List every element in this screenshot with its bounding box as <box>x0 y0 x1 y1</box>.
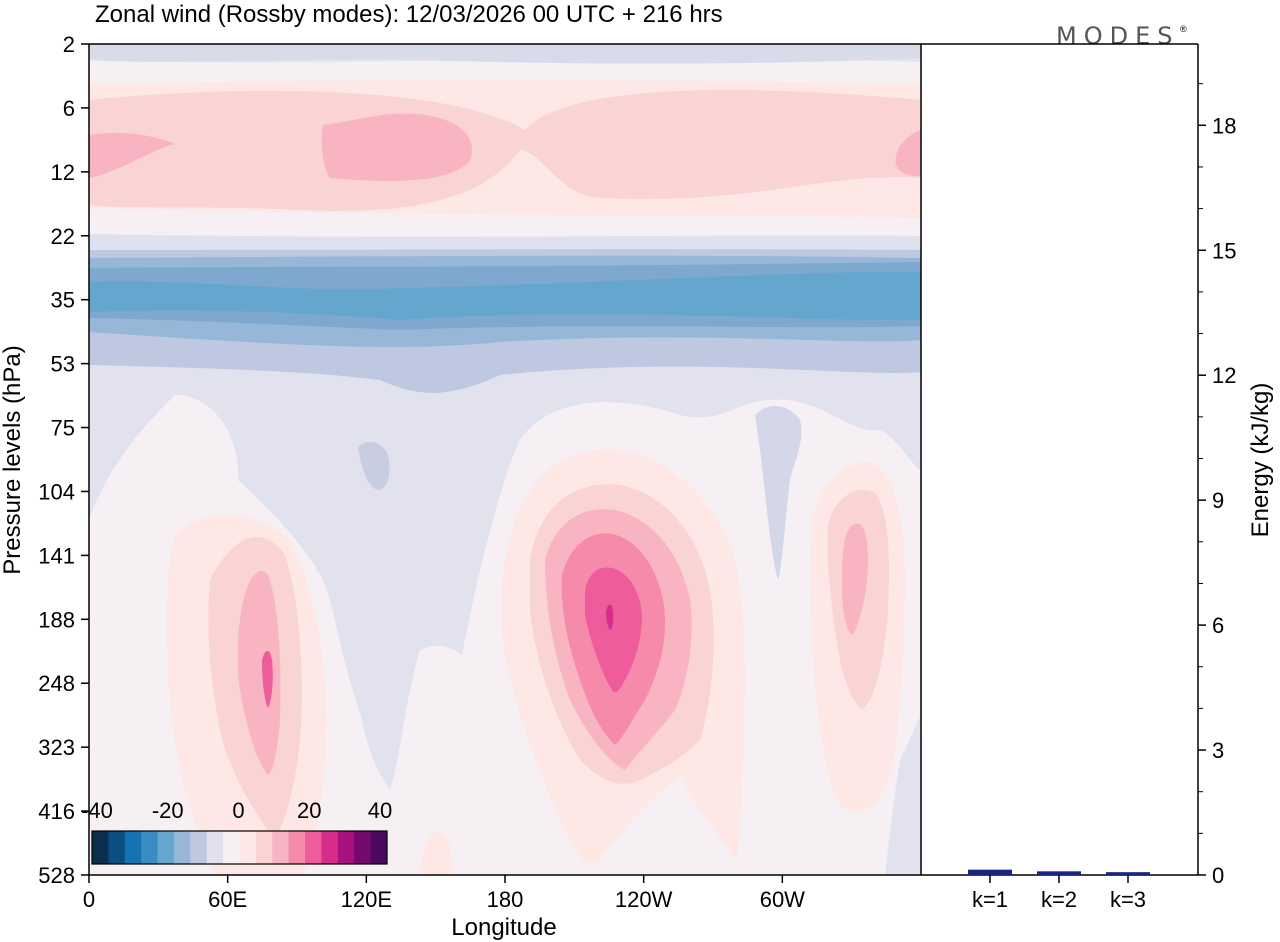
y-tick-label: 75 <box>51 416 75 441</box>
colorbar-swatch <box>190 831 208 864</box>
energy-bar <box>1037 871 1081 875</box>
x-tick-label: 180 <box>487 887 524 912</box>
contour-jet-stratosphere-east <box>895 130 921 176</box>
y-tick-label: 104 <box>38 479 75 504</box>
y-axis-pressure: 2 6 12 22 35 53 75 104 141 188 248 323 416 528 <box>38 32 89 888</box>
colorbar-swatch <box>272 831 290 864</box>
contour-jet-a-core <box>262 651 273 708</box>
energy-bar <box>1106 872 1150 875</box>
colorbar-swatch <box>92 831 109 864</box>
y-tick-label: 53 <box>51 352 75 377</box>
contour-jet-b-core <box>585 567 642 693</box>
contour-band-transition <box>89 208 921 237</box>
y-tick-label: 323 <box>38 735 75 760</box>
colorbar-swatch <box>124 831 142 864</box>
colorbar-swatch <box>288 831 306 864</box>
contour-band-top-easterly <box>89 44 921 64</box>
colorbar: -40 -20 0 20 40 <box>81 798 392 865</box>
energy-tick-label: 9 <box>1212 488 1224 513</box>
y-tick-label: 35 <box>51 288 75 313</box>
colorbar-swatch <box>354 831 372 864</box>
colorbar-swatch <box>255 831 273 864</box>
contour-band-weak-easterly <box>89 234 921 254</box>
x-axis-title: Longitude <box>451 914 556 941</box>
contour-jet-stratosphere <box>321 113 472 181</box>
chart-title: Zonal wind (Rossby modes): 12/03/2026 00… <box>95 1 723 28</box>
y-tick-label: 12 <box>51 160 75 185</box>
wind-field <box>89 44 921 875</box>
contour-weak-easterly-blob-east <box>755 405 802 580</box>
y-tick-label: 22 <box>51 224 75 249</box>
energy-category-label: k=3 <box>1110 887 1146 912</box>
energy-bars: k=1 k=2 k=3 <box>968 869 1150 912</box>
y-tick-label: 416 <box>38 799 75 824</box>
colorbar-swatch <box>337 831 355 864</box>
y-axis-title: Pressure levels (hPa) <box>0 345 26 574</box>
colorbar-swatch <box>305 831 322 864</box>
colorbar-label: 0 <box>232 798 244 823</box>
colorbar-swatch <box>206 831 224 864</box>
contour-lower-tongue <box>420 832 452 875</box>
contour-jet-stratosphere-west <box>89 132 175 178</box>
contour-band-westerly <box>89 90 921 211</box>
modes-logo-mark: ® <box>1180 24 1187 34</box>
colorbar-label: -20 <box>152 798 184 823</box>
contour-easterly-core <box>89 271 921 321</box>
contour-jet-b-max <box>606 604 614 630</box>
contour-east-edge <box>885 715 921 875</box>
energy-bar <box>968 869 1012 875</box>
colorbar-swatch <box>223 831 240 864</box>
colorbar-frame <box>91 830 388 865</box>
colorbar-swatch <box>141 831 159 864</box>
energy-category-label: k=1 <box>972 887 1008 912</box>
energy-tick-label: 6 <box>1212 613 1224 638</box>
colorbar-swatch <box>108 831 126 864</box>
y-tick-label: 6 <box>63 96 75 121</box>
colorbar-label: 20 <box>297 798 321 823</box>
y-tick-label: 2 <box>63 32 75 57</box>
energy-category-label: k=2 <box>1041 887 1077 912</box>
energy-tick-label: 15 <box>1212 238 1236 263</box>
colorbar-swatch <box>370 831 388 864</box>
x-tick-label: 60W <box>760 887 805 912</box>
x-tick-label: 0 <box>83 887 95 912</box>
colorbar-swatch <box>321 831 339 864</box>
x-tick-label: 60E <box>208 887 247 912</box>
contour-jet-a-inner <box>237 570 281 775</box>
contour-weak-easterly-column <box>355 644 408 790</box>
energy-tick-label: 3 <box>1212 738 1224 763</box>
y-tick-label: 141 <box>38 543 75 568</box>
energy-tick-label: 18 <box>1212 113 1236 138</box>
colorbar-swatch <box>239 831 257 864</box>
energy-axis: 0 3 6 9 12 15 18 <box>1198 83 1236 888</box>
colorbar-swatch <box>157 831 175 864</box>
colorbar-label: 40 <box>368 798 392 823</box>
y-tick-label: 248 <box>38 671 75 696</box>
modes-logo: MODES <box>1056 22 1179 50</box>
energy-tick-label: 0 <box>1212 863 1224 888</box>
energy-tick-label: 12 <box>1212 363 1236 388</box>
y-tick-label: 528 <box>38 863 75 888</box>
y-tick-label: 188 <box>38 607 75 632</box>
colorbar-swatch <box>173 831 191 864</box>
energy-axis-title: Energy (kJ/kg) <box>1247 383 1274 538</box>
contour-weak-easterly-blob <box>358 441 390 490</box>
x-tick-label: 120E <box>341 887 392 912</box>
contour-jet-c-inner <box>842 523 868 635</box>
x-tick-label: 120W <box>615 887 673 912</box>
x-axis-longitude: 0 60E 120E 180 120W 60W <box>83 875 805 912</box>
